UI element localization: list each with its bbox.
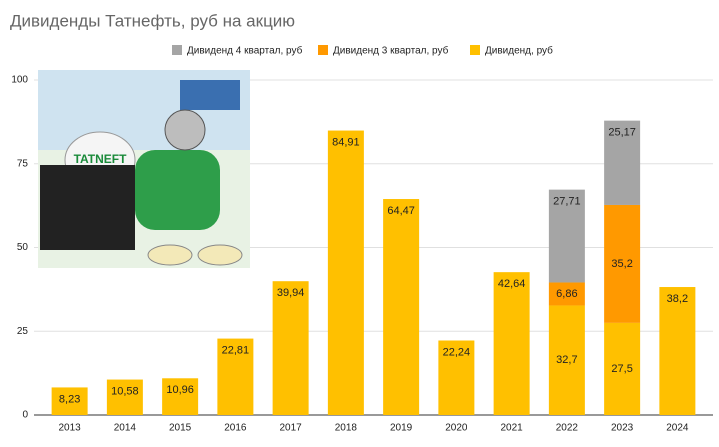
value-label: 8,23 [59, 393, 80, 405]
chart-title: Дивиденды Татнефть, руб на акцию [10, 11, 295, 30]
value-label: 6,86 [556, 288, 577, 300]
bar-segment [548, 282, 585, 306]
x-tick-label: 2014 [114, 423, 137, 434]
bar-segment [162, 378, 199, 415]
value-label: 38,2 [667, 293, 688, 305]
x-tick-label: 2018 [335, 423, 358, 434]
value-label: 27,71 [553, 196, 581, 208]
x-tick-label: 2020 [445, 423, 468, 434]
y-tick-label: 100 [11, 75, 28, 86]
x-tick-label: 2024 [666, 423, 689, 434]
bar-segment [493, 272, 530, 415]
x-tick-label: 2016 [224, 423, 247, 434]
value-label: 22,24 [443, 346, 471, 358]
y-tick-label: 75 [17, 158, 29, 169]
x-tick-label: 2015 [169, 423, 192, 434]
legend-swatch [318, 45, 328, 55]
value-label: 27,5 [611, 363, 632, 375]
value-label: 35,2 [611, 258, 632, 270]
y-tick-label: 0 [22, 410, 28, 421]
x-tick-label: 2019 [390, 423, 413, 434]
bar-segment [438, 340, 475, 415]
value-label: 42,64 [498, 278, 526, 290]
bar-segment [383, 199, 420, 415]
x-tick-label: 2017 [280, 423, 303, 434]
bar-segment [604, 204, 641, 323]
bar-segment [51, 387, 88, 415]
x-tick-label: 2023 [611, 423, 634, 434]
x-tick-label: 2022 [556, 423, 579, 434]
bar-segment [659, 287, 696, 415]
bar-segment [604, 322, 641, 415]
legend-label: Дивиденд 3 квартал, руб [333, 45, 449, 57]
y-tick-label: 25 [17, 326, 29, 337]
legend-label: Дивиденд 4 квартал, руб [187, 45, 303, 57]
legend-swatch [470, 45, 480, 55]
legend-swatch [172, 45, 182, 55]
value-label: 39,94 [277, 287, 305, 299]
bar-segment [604, 120, 641, 205]
bar-segment [106, 379, 143, 415]
svg-text:TATNEFT: TATNEFT [74, 152, 128, 166]
bar-segment [327, 130, 364, 415]
bar-segment [548, 305, 585, 415]
bar-segment [217, 338, 254, 415]
value-label: 10,96 [166, 384, 194, 396]
legend-label: Дивиденд, руб [485, 45, 553, 57]
value-label: 32,7 [556, 354, 577, 366]
illustration: TATNEFT [38, 70, 250, 268]
y-tick-label: 50 [17, 242, 29, 253]
x-tick-label: 2013 [59, 423, 82, 434]
value-label: 84,91 [332, 136, 360, 148]
bar-segment [272, 281, 309, 415]
value-label: 10,58 [111, 385, 139, 397]
value-label: 22,81 [222, 344, 250, 356]
x-tick-label: 2021 [501, 423, 524, 434]
bar-segment [548, 189, 585, 283]
value-label: 64,47 [387, 205, 415, 217]
value-label: 25,17 [608, 127, 636, 139]
